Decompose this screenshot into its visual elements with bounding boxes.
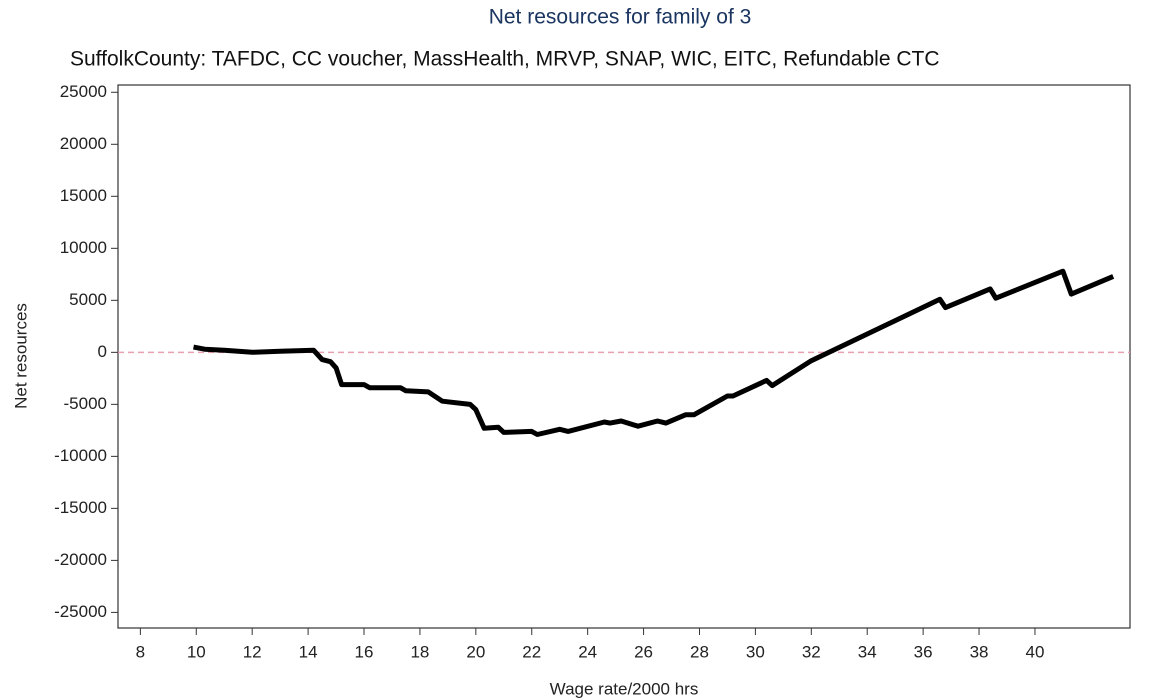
y-tick-label: 20000 [60,134,107,153]
y-tick-label: -20000 [54,550,107,569]
x-tick-label: 26 [634,642,653,661]
x-tick-label: 16 [355,642,374,661]
x-tick-label: 40 [1025,642,1044,661]
chart-subtitle: SuffolkCounty: TAFDC, CC voucher, MassHe… [70,48,940,71]
y-tick-label: -5000 [64,394,107,413]
x-tick-label: 28 [690,642,709,661]
y-tick-label: 25000 [60,82,107,101]
x-tick-label: 30 [746,642,765,661]
x-tick-label: 20 [466,642,485,661]
x-tick-label: 14 [299,642,318,661]
x-tick-label: 36 [914,642,933,661]
y-tick-label: 0 [98,342,107,361]
y-tick-label: -25000 [54,602,107,621]
x-tick-label: 18 [410,642,429,661]
x-tick-label: 12 [243,642,262,661]
y-tick-label: -15000 [54,498,107,517]
x-axis-label: Wage rate/2000 hrs [550,679,699,698]
x-tick-label: 8 [136,642,145,661]
x-tick-label: 22 [522,642,541,661]
x-tick-label: 38 [970,642,989,661]
y-tick-label: 5000 [69,290,107,309]
plot-frame [117,84,1131,629]
y-tick-label: -10000 [54,446,107,465]
chart-title: Net resources for family of 3 [489,6,752,29]
y-tick-label: 10000 [60,238,107,257]
x-tick-label: 34 [858,642,877,661]
x-tick-label: 10 [187,642,206,661]
x-tick-label: 32 [802,642,821,661]
x-tick-label: 24 [578,642,597,661]
line-series [193,268,1115,437]
y-tick-label: 15000 [60,186,107,205]
y-axis-label: Net resources [11,303,30,409]
